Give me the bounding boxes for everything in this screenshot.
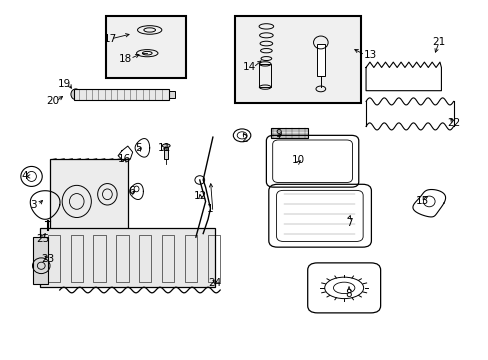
- Text: 16: 16: [118, 154, 131, 164]
- Bar: [116, 235, 128, 282]
- Text: 11: 11: [157, 143, 170, 153]
- Text: 7: 7: [345, 218, 352, 228]
- Text: 17: 17: [104, 34, 117, 44]
- Text: 13: 13: [364, 50, 377, 60]
- Text: 20: 20: [46, 96, 59, 107]
- Bar: [70, 235, 82, 282]
- Bar: [40, 228, 215, 287]
- Text: 15: 15: [414, 197, 427, 206]
- Text: 9: 9: [275, 129, 281, 139]
- Text: 12: 12: [194, 191, 207, 201]
- Bar: [259, 64, 271, 87]
- Text: 8: 8: [345, 289, 352, 298]
- Text: 18: 18: [119, 54, 132, 64]
- Bar: [185, 235, 197, 282]
- Bar: [33, 237, 47, 284]
- Text: 23: 23: [41, 254, 54, 264]
- Text: 24: 24: [208, 278, 222, 288]
- Text: 10: 10: [291, 156, 304, 165]
- Text: 3: 3: [30, 200, 36, 210]
- Ellipse shape: [71, 89, 81, 100]
- Bar: [234, 16, 361, 103]
- Text: 19: 19: [58, 78, 71, 89]
- Text: 5: 5: [135, 143, 142, 153]
- Bar: [271, 128, 307, 138]
- Bar: [317, 44, 324, 76]
- Bar: [139, 235, 151, 282]
- Text: 25: 25: [36, 234, 49, 244]
- Text: 4: 4: [21, 171, 28, 181]
- Bar: [164, 147, 168, 158]
- Bar: [106, 16, 186, 78]
- Text: 6: 6: [128, 186, 135, 196]
- Text: 14: 14: [242, 63, 255, 72]
- Bar: [207, 235, 220, 282]
- Bar: [47, 235, 60, 282]
- Bar: [50, 158, 127, 230]
- Ellipse shape: [162, 144, 170, 148]
- Bar: [74, 89, 169, 100]
- Text: 2: 2: [241, 134, 247, 144]
- Text: 22: 22: [446, 118, 459, 128]
- Text: 21: 21: [431, 37, 445, 48]
- Bar: [93, 235, 105, 282]
- Bar: [162, 235, 174, 282]
- Text: 1: 1: [207, 203, 213, 213]
- Bar: [166, 91, 175, 98]
